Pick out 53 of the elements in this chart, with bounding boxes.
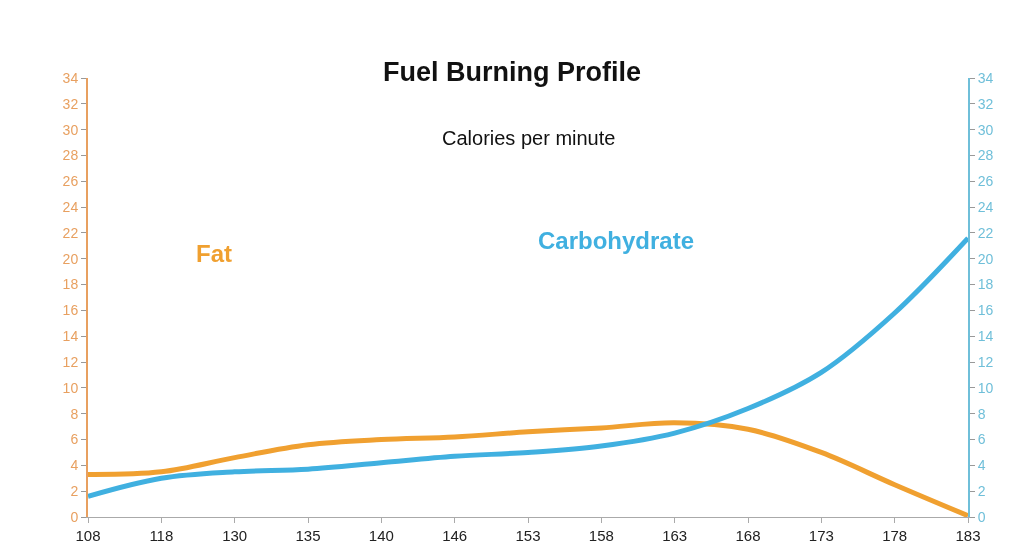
x-tick-label: 153 xyxy=(515,527,541,544)
x-tick-label: 108 xyxy=(75,527,101,544)
y-tick-label: 30 xyxy=(62,121,79,138)
y-tick-label: 26 xyxy=(62,173,79,190)
y2-tick-label: 10 xyxy=(977,379,994,396)
text: Fat xyxy=(196,240,233,267)
y2-tick-label: 0 xyxy=(977,508,986,525)
x-tick-label: 118 xyxy=(149,527,174,544)
y-tick-label: 20 xyxy=(62,250,79,267)
y2-tick-label: 32 xyxy=(977,95,994,112)
y2-tick-label: 34 xyxy=(977,69,994,86)
y-tick-label: 24 xyxy=(62,199,79,216)
y-tick-label: 22 xyxy=(62,224,79,241)
y2-tick-label: 20 xyxy=(977,250,994,267)
x-tick-label: 163 xyxy=(662,527,688,544)
y-tick-label: 2 xyxy=(70,483,79,500)
y-tick-label: 0 xyxy=(70,508,79,525)
y-tick-label: 32 xyxy=(62,95,79,112)
y2-tick-label: 16 xyxy=(977,302,994,319)
y-tick-label: 8 xyxy=(70,405,79,422)
y-tick-label: 28 xyxy=(62,147,79,164)
x-tick-label: 168 xyxy=(735,527,761,544)
x-tick-label: 140 xyxy=(368,527,394,544)
y2-tick-label: 6 xyxy=(977,431,986,448)
y2-tick-label: 4 xyxy=(977,457,986,474)
chart-title: Fuel Burning Profile xyxy=(382,57,642,88)
text: Calories per minute xyxy=(442,127,616,149)
y2-tick-label: 30 xyxy=(977,121,994,138)
y-tick-label: 14 xyxy=(62,328,79,345)
y-tick-label: 4 xyxy=(70,457,79,474)
x-tick-label: 173 xyxy=(808,527,834,544)
y2-tick-label: 24 xyxy=(977,199,994,216)
y-tick-label: 6 xyxy=(70,431,79,448)
y2-tick-label: 28 xyxy=(977,147,994,164)
y-tick-label: 18 xyxy=(62,276,79,293)
y2-tick-label: 8 xyxy=(977,405,986,422)
y2-tick-label: 26 xyxy=(977,173,994,190)
x-tick-label: 135 xyxy=(295,527,321,544)
x-tick-label: 178 xyxy=(882,527,908,544)
x-tick-label: 130 xyxy=(222,527,248,544)
x-tick-label: 158 xyxy=(588,527,614,544)
y2-tick-label: 18 xyxy=(977,276,994,293)
y2-tick-label: 22 xyxy=(977,224,994,241)
y2-tick-label: 2 xyxy=(977,483,986,500)
x-tick-label: 146 xyxy=(442,527,468,544)
y2-tick-label: 14 xyxy=(977,328,994,345)
y-tick-label: 16 xyxy=(62,302,79,319)
y-tick-label: 12 xyxy=(62,353,79,370)
y-tick-label: 34 xyxy=(62,69,79,86)
text: Carbohydrate xyxy=(538,227,695,254)
x-tick-label: 183 xyxy=(955,527,981,544)
y-tick-label: 10 xyxy=(62,379,79,396)
y2-tick-label: 12 xyxy=(977,353,994,370)
